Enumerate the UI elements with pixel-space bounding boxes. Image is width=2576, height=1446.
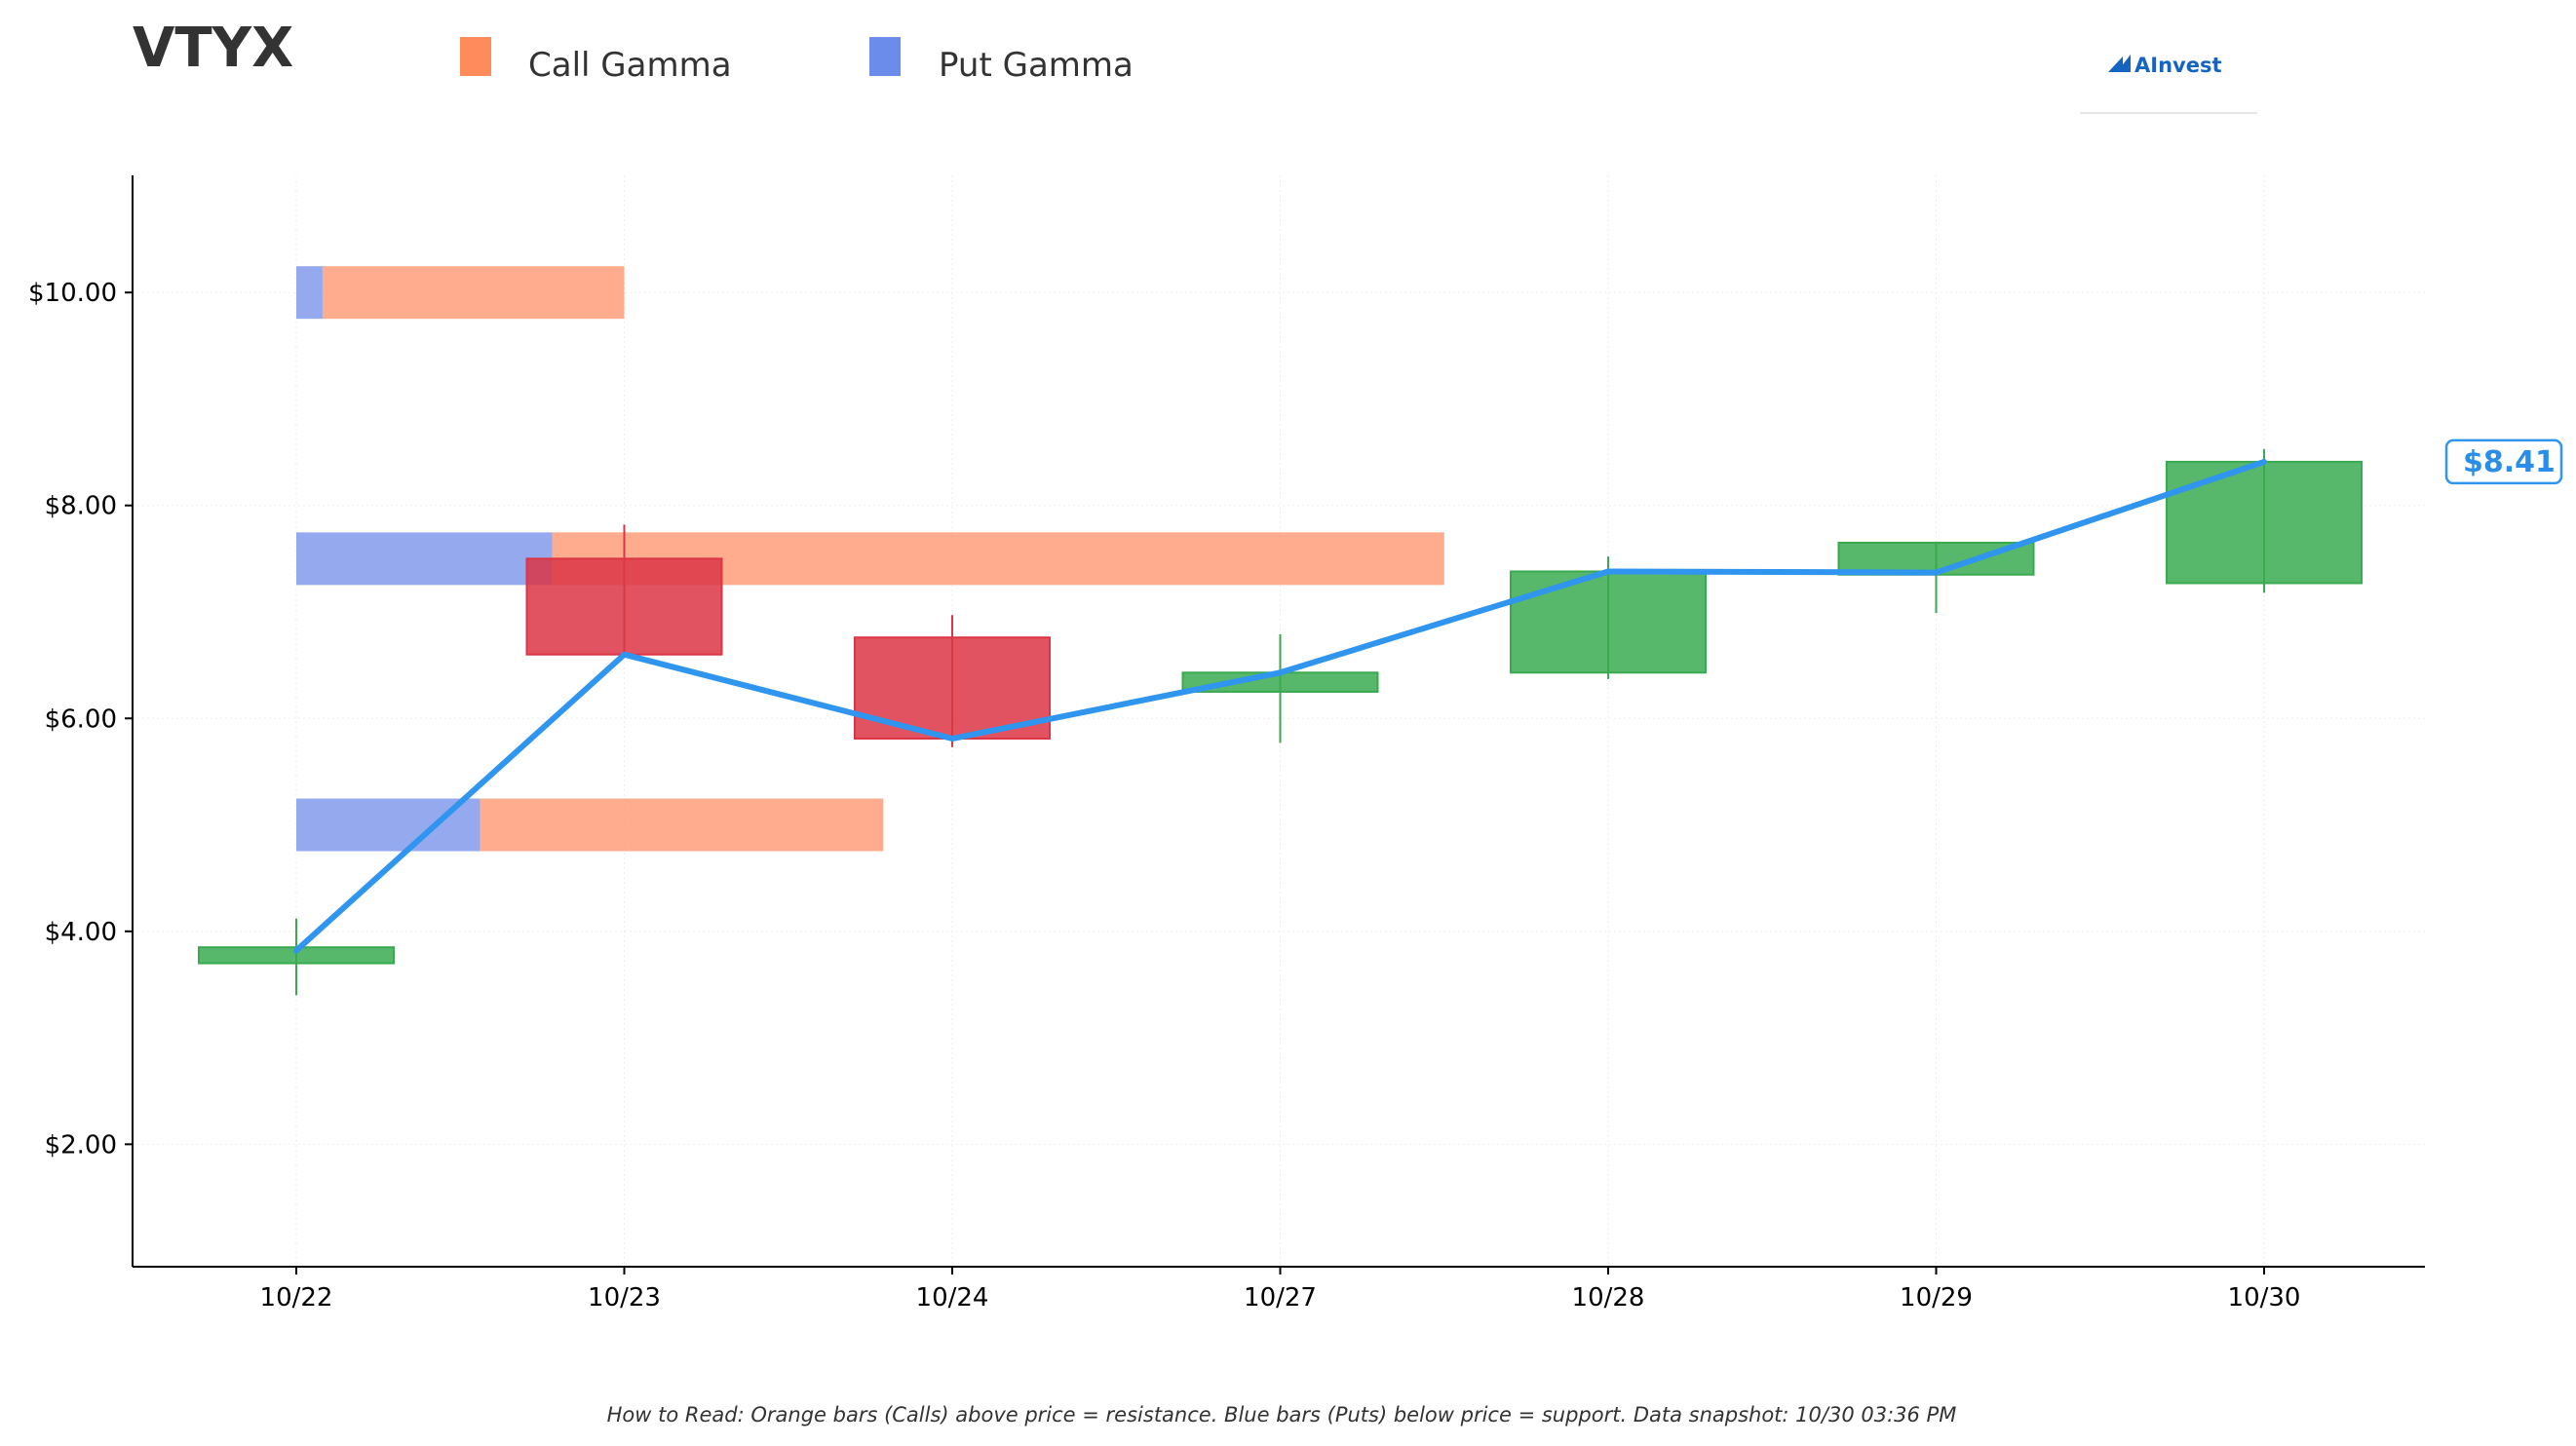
price-line: [293, 458, 2267, 954]
brand-name: AInvest: [2134, 54, 2222, 77]
candle-body: [1510, 570, 1707, 674]
ticker-title: VTYX: [133, 17, 293, 80]
x-tick-label: 10/28: [1572, 1283, 1645, 1313]
candlesticks: [198, 448, 2363, 996]
gamma-bars: [296, 266, 1444, 852]
y-tick-label: $6.00: [45, 704, 117, 734]
current-price-tag: $8.41: [2444, 438, 2563, 485]
ainvest-logo: AInvest: [2080, 54, 2257, 114]
candle-body: [2166, 460, 2363, 585]
price-tag-box: [2444, 438, 2563, 485]
x-tick-label: 10/27: [1244, 1283, 1317, 1313]
call-gamma-bar: [322, 266, 625, 320]
footnote: How to Read: Orange bars (Calls) above p…: [607, 1403, 1957, 1427]
y-tick-label: $8.00: [45, 492, 117, 521]
put-gamma-bar: [296, 532, 553, 586]
legend-put-label: Put Gamma: [939, 46, 1134, 85]
legend-put-swatch: [869, 37, 901, 76]
x-tick-label: 10/23: [588, 1283, 661, 1313]
put-gamma-bar: [296, 798, 481, 852]
legend-call-label: Call Gamma: [528, 46, 732, 85]
price-line-layer: [293, 458, 2267, 954]
put-gamma-bar: [296, 266, 323, 320]
y-tick-label: $10.00: [28, 279, 117, 308]
x-tick-label: 10/24: [916, 1283, 989, 1313]
y-tick-label: $4.00: [45, 918, 117, 947]
legend-call-swatch: [460, 37, 491, 76]
price-tag-value: $8.41: [2463, 445, 2556, 479]
x-tick-label: 10/22: [260, 1283, 333, 1313]
grid-lines: [133, 175, 2425, 1267]
candle-body: [525, 557, 723, 656]
x-tick-label: 10/29: [1900, 1283, 1973, 1313]
axes: $2.00 $4.00 $6.00 $8.00 $10.00 10/22 10/23 10/2…: [28, 175, 2425, 1313]
logo-mark-icon: [2108, 55, 2131, 72]
x-tick-label: 10/30: [2228, 1283, 2301, 1313]
y-tick-label: $2.00: [45, 1130, 117, 1160]
call-gamma-bar: [480, 798, 884, 852]
